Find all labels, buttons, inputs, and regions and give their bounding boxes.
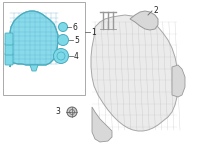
Text: 5: 5 <box>74 35 79 45</box>
Text: 3: 3 <box>55 107 60 117</box>
Polygon shape <box>92 107 112 142</box>
FancyBboxPatch shape <box>5 33 13 45</box>
FancyBboxPatch shape <box>5 53 13 65</box>
Circle shape <box>59 22 68 31</box>
Bar <box>3 2 85 95</box>
Polygon shape <box>91 15 178 131</box>
Polygon shape <box>10 11 58 67</box>
Text: 2: 2 <box>153 5 158 15</box>
Circle shape <box>54 49 69 64</box>
Polygon shape <box>30 65 38 71</box>
Text: 4: 4 <box>74 51 79 61</box>
Circle shape <box>57 52 65 60</box>
Polygon shape <box>172 65 185 97</box>
FancyBboxPatch shape <box>5 43 13 55</box>
Circle shape <box>58 35 69 46</box>
Text: 6: 6 <box>72 22 77 31</box>
Polygon shape <box>130 11 158 30</box>
Text: 1: 1 <box>91 27 96 36</box>
Circle shape <box>67 107 77 117</box>
